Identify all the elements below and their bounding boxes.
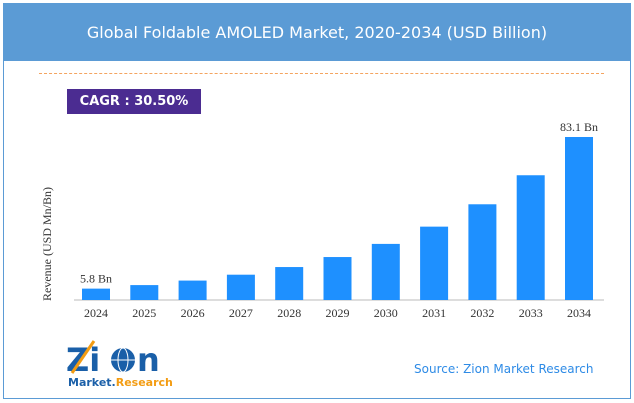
data-label: 5.8 Bn bbox=[80, 272, 112, 286]
chart-frame: Global Foldable AMOLED Market, 2020-2034… bbox=[3, 3, 631, 399]
zion-logo: Zi n Market.Research bbox=[66, 340, 173, 389]
bar-2024 bbox=[82, 288, 110, 300]
bar-2031 bbox=[420, 226, 449, 300]
x-tick-label: 2027 bbox=[229, 306, 253, 320]
x-tick-label: 2031 bbox=[422, 306, 446, 320]
cagr-badge: CAGR : 30.50% bbox=[67, 89, 201, 114]
bar-2032 bbox=[468, 204, 497, 300]
bar-2025 bbox=[130, 285, 159, 300]
bar-2027 bbox=[226, 274, 255, 300]
y-axis-label: Revenue (USD Mn/Bn) bbox=[40, 187, 54, 301]
x-tick-label: 2033 bbox=[519, 306, 543, 320]
bar-2028 bbox=[275, 267, 304, 300]
data-label: 83.1 Bn bbox=[560, 120, 598, 134]
x-tick-label: 2032 bbox=[470, 306, 494, 320]
x-tick-label: 2030 bbox=[374, 306, 398, 320]
divider bbox=[39, 73, 604, 74]
bar-2030 bbox=[371, 243, 400, 300]
bar-2026 bbox=[178, 280, 207, 300]
x-tick-label: 2034 bbox=[567, 306, 591, 320]
bar-2029 bbox=[323, 257, 352, 300]
bar-chart: Revenue (USD Mn/Bn) 2024 5.8 Bn 2025 2026 20… bbox=[40, 120, 604, 320]
svg-text:Zi: Zi bbox=[66, 341, 100, 379]
bar-2034 bbox=[565, 137, 593, 300]
x-tick-label: 2024 bbox=[84, 306, 108, 320]
x-tick-label: 2029 bbox=[326, 306, 350, 320]
chart-title: Global Foldable AMOLED Market, 2020-2034… bbox=[4, 4, 630, 61]
x-tick-label: 2028 bbox=[277, 306, 301, 320]
svg-text:Market.Research: Market.Research bbox=[68, 376, 173, 389]
svg-text:n: n bbox=[137, 341, 160, 379]
source-text: Source: Zion Market Research bbox=[414, 362, 594, 376]
x-tick-label: 2026 bbox=[181, 306, 205, 320]
x-tick-label: 2025 bbox=[132, 306, 156, 320]
bar-2033 bbox=[516, 175, 545, 300]
